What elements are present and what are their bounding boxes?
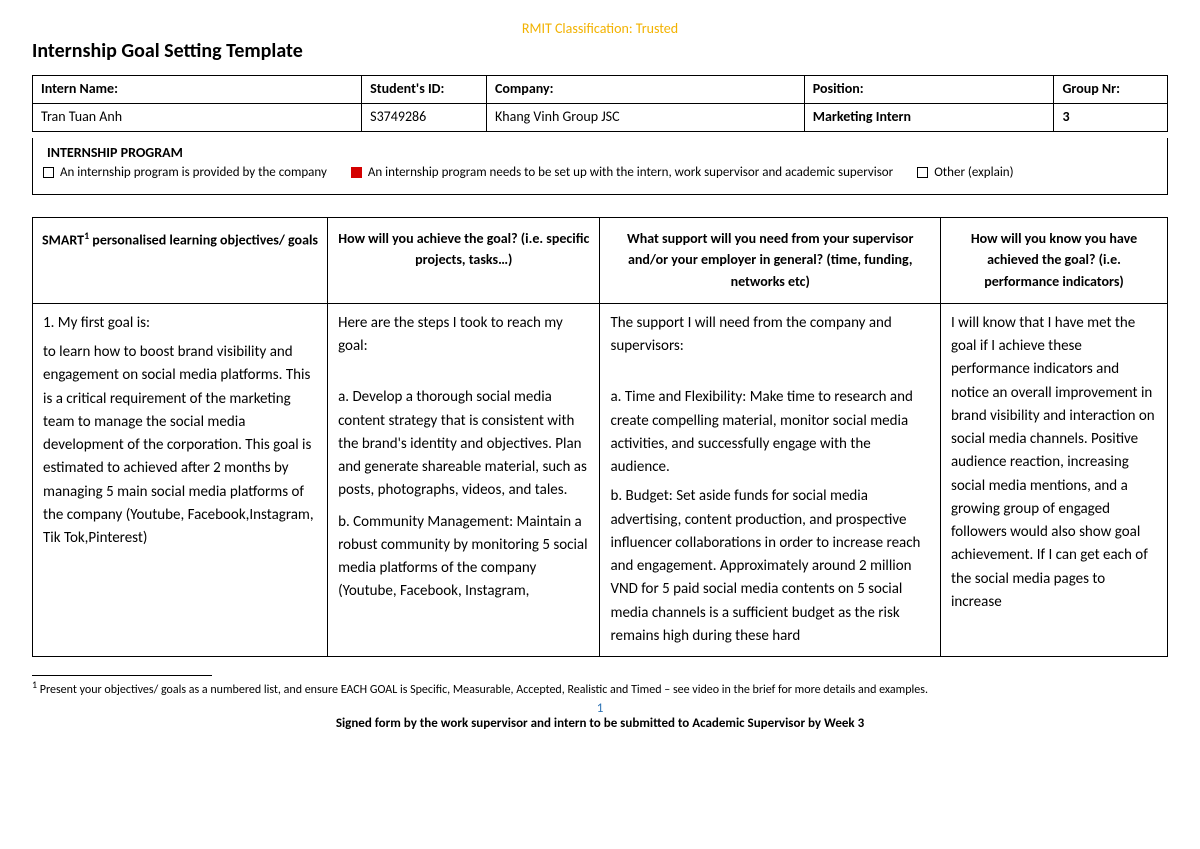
id-value: S3749286 xyxy=(370,108,426,125)
internship-program-box: INTERNSHIP PROGRAM An internship program… xyxy=(32,138,1168,195)
goals-header-objectives: SMART1 personalised learning objectives/… xyxy=(33,217,328,303)
name-value: Tran Tuan Anh xyxy=(41,108,122,125)
company-label: Company: xyxy=(495,80,554,97)
program-option-1[interactable]: An internship program is provided by the… xyxy=(43,165,327,180)
group-value: 3 xyxy=(1062,108,1069,125)
cell-achieve: Here are the steps I took to reach my go… xyxy=(328,303,600,656)
position-label: Position: xyxy=(813,80,864,97)
goals-header-achieve: How will you achieve the goal? (i.e. spe… xyxy=(328,217,600,303)
checkbox-empty-icon xyxy=(43,167,54,178)
goals-header-indicators: How will you know you have achieved the … xyxy=(940,217,1167,303)
cell-indicator: I will know that I have met the goal if … xyxy=(940,303,1167,656)
footnote-rule xyxy=(32,675,212,676)
goals-row-1: 1. My first goal is: to learn how to boo… xyxy=(33,303,1168,656)
checkbox-filled-icon xyxy=(351,167,362,178)
cell-support: The support I will need from the company… xyxy=(600,303,941,656)
name-label: Intern Name: xyxy=(41,80,118,97)
program-option-2[interactable]: An internship program needs to be set up… xyxy=(351,165,893,180)
goals-table: SMART1 personalised learning objectives/… xyxy=(32,217,1168,657)
program-option-3-label: Other (explain) xyxy=(934,165,1013,180)
checkbox-empty-icon xyxy=(917,167,928,178)
intern-info-table: Intern Name: Student's ID: Company: Posi… xyxy=(32,75,1168,132)
program-option-2-label: An internship program needs to be set up… xyxy=(368,165,893,180)
program-option-1-label: An internship program is provided by the… xyxy=(60,165,327,180)
id-label: Student's ID: xyxy=(370,80,444,97)
page-number: 1 xyxy=(32,701,1168,716)
cell-goal: 1. My first goal is: to learn how to boo… xyxy=(33,303,328,656)
program-option-3[interactable]: Other (explain) xyxy=(917,165,1013,180)
goals-header-support: What support will you need from your sup… xyxy=(600,217,941,303)
signed-line: Signed form by the work supervisor and i… xyxy=(32,716,1168,731)
group-label: Group Nr: xyxy=(1062,80,1120,97)
company-value: Khang Vinh Group JSC xyxy=(495,108,620,125)
classification-banner: RMIT Classification: Trusted xyxy=(32,20,1168,37)
position-value: Marketing Intern xyxy=(813,108,911,125)
program-title: INTERNSHIP PROGRAM xyxy=(43,142,1159,165)
page-title: Internship Goal Setting Template xyxy=(32,39,1168,63)
footnote-text: 1 Present your objectives/ goals as a nu… xyxy=(32,678,1168,697)
